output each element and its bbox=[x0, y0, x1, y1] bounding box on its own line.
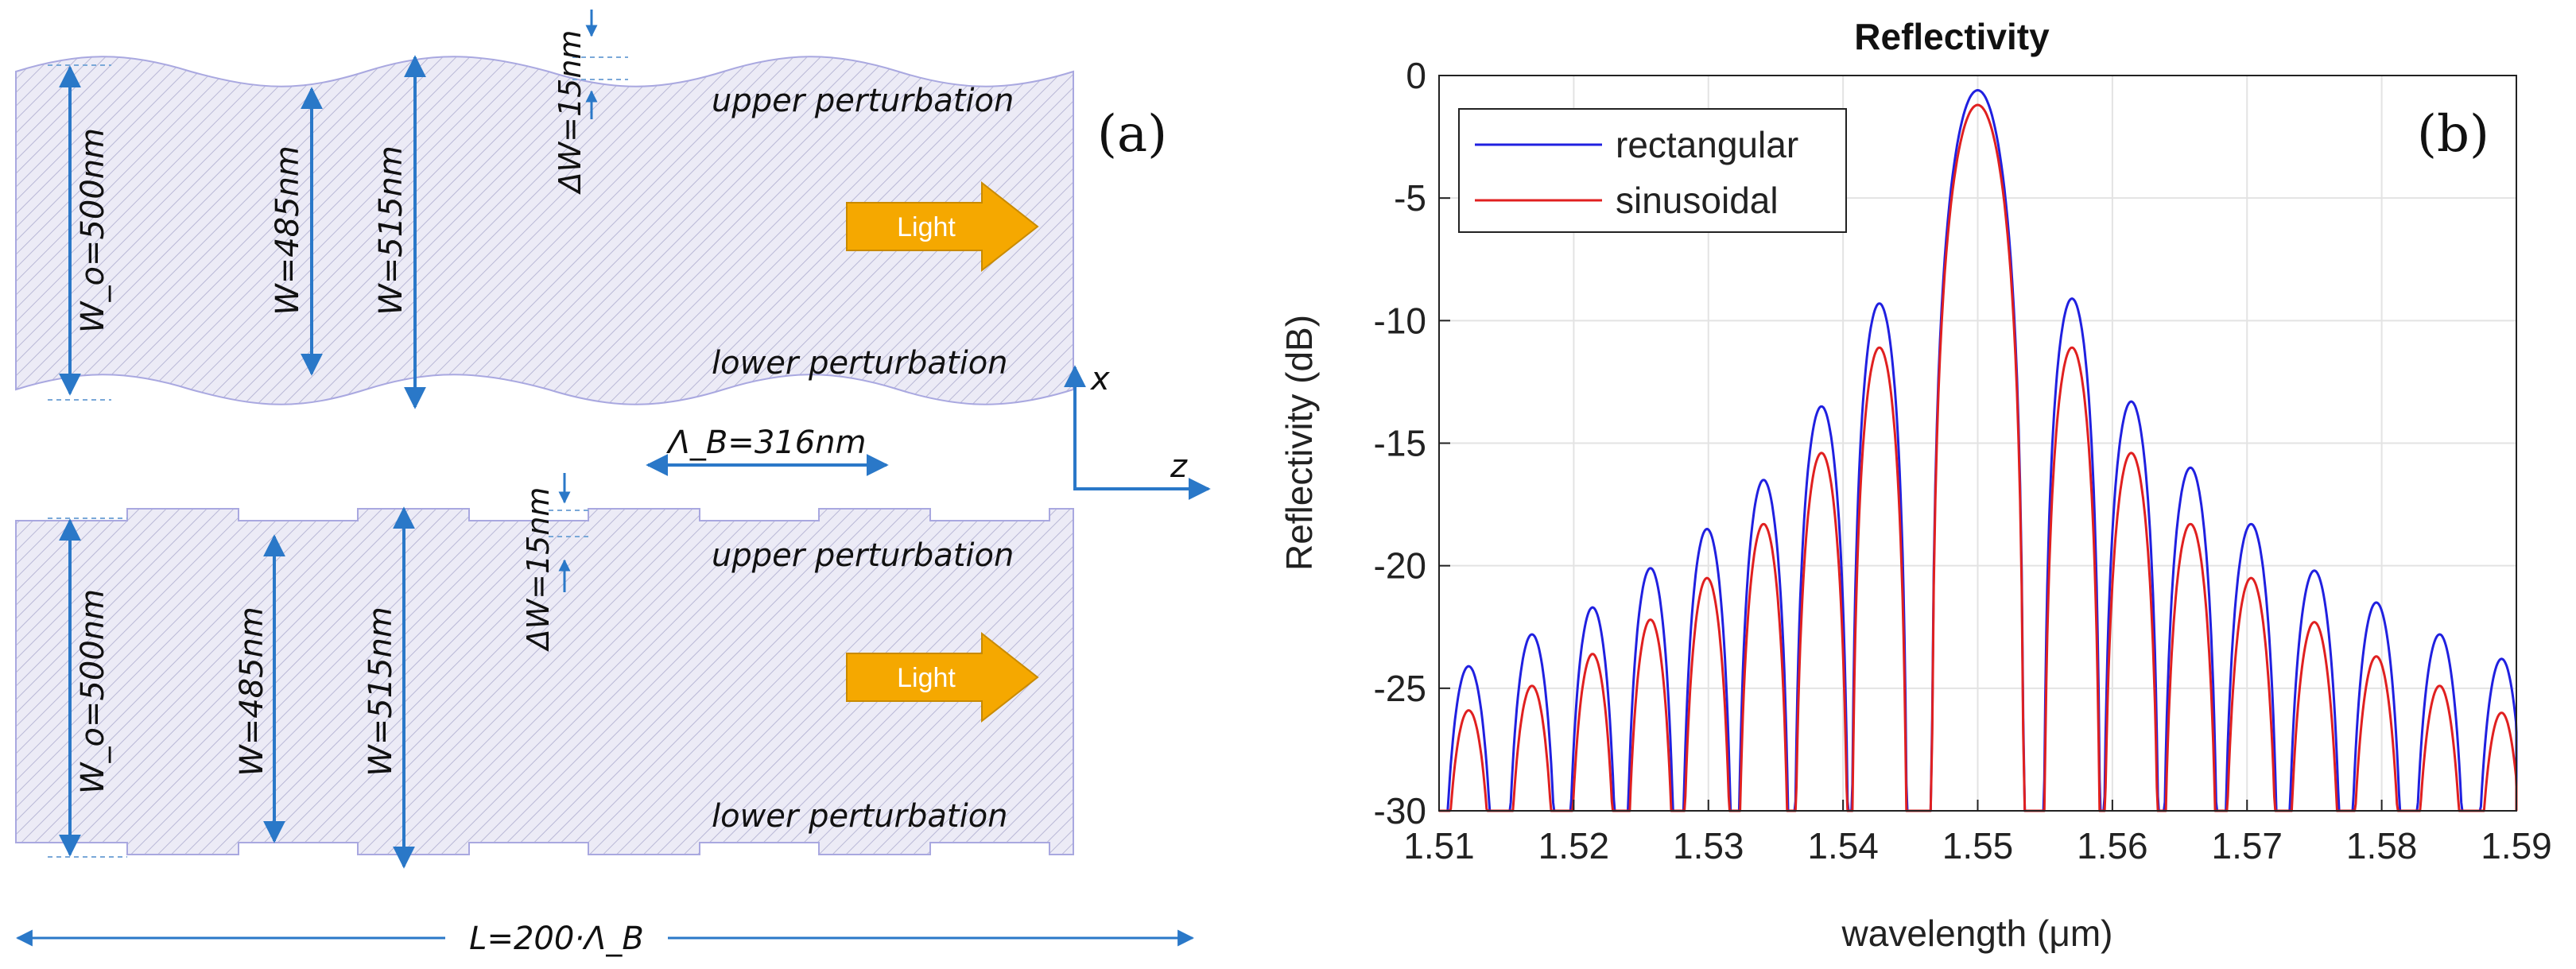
panel-a: W_o=500nm W=485nm W=515nm ΔW=15nm upper … bbox=[15, 10, 1211, 957]
x-ticks: 1.51 1.52 1.53 1.54 1.55 1.56 1.57 1.58 1.59 bbox=[1403, 800, 2552, 866]
axis-z-label: z bbox=[1170, 448, 1188, 485]
w0-label-top: W_o=500nm bbox=[75, 128, 111, 333]
axis-x-label: x bbox=[1089, 361, 1110, 397]
light-arrow-bottom: Light bbox=[846, 631, 1039, 723]
panel-a-label: (a) bbox=[1097, 105, 1167, 164]
y-axis-label: Reflectivity (dB) bbox=[1278, 315, 1320, 571]
y-tick-label: -10 bbox=[1374, 300, 1426, 341]
w515-label-bottom: W=515nm bbox=[363, 607, 399, 777]
y-tick-label: -30 bbox=[1374, 790, 1426, 831]
y-tick-label: -20 bbox=[1374, 545, 1426, 587]
light-label-top: Light bbox=[897, 212, 956, 242]
legend-label-sinusoidal: sinusoidal bbox=[1616, 180, 1779, 221]
x-tick-label: 1.52 bbox=[1538, 825, 1610, 866]
panel-b-label: (b) bbox=[2417, 105, 2489, 164]
upper-perturbation-top: upper perturbation bbox=[712, 83, 1014, 119]
y-tick-label: -25 bbox=[1374, 668, 1426, 709]
legend-label-rectangular: rectangular bbox=[1616, 124, 1798, 165]
y-tick-label: -5 bbox=[1394, 177, 1426, 219]
w485-label-bottom: W=485nm bbox=[234, 607, 270, 777]
w485-label-top: W=485nm bbox=[270, 145, 306, 316]
w0-label-bottom: W_o=500nm bbox=[75, 589, 111, 794]
x-tick-label: 1.54 bbox=[1807, 825, 1879, 866]
x-tick-label: 1.53 bbox=[1673, 825, 1744, 866]
x-tick-label: 1.55 bbox=[1942, 825, 2014, 866]
w515-label-top: W=515nm bbox=[373, 145, 409, 316]
period-label: Λ_B=316nm bbox=[666, 424, 867, 461]
lower-perturbation-bottom: lower perturbation bbox=[712, 798, 1008, 835]
grid bbox=[1439, 76, 2516, 811]
x-tick-label: 1.51 bbox=[1403, 825, 1475, 866]
legend: rectangular sinusoidal bbox=[1458, 108, 1847, 233]
dw-label-top: ΔW=15nm bbox=[553, 30, 588, 196]
y-ticks: 0 -5 -10 -15 -20 -25 -30 bbox=[1374, 55, 1450, 831]
upper-perturbation-bottom: upper perturbation bbox=[712, 537, 1014, 574]
chart-title: Reflectivity bbox=[1854, 16, 2050, 57]
legend-box bbox=[1458, 108, 1847, 233]
light-label-bottom: Light bbox=[897, 663, 956, 693]
y-tick-label: -15 bbox=[1374, 423, 1426, 464]
axes-indicator: x z bbox=[1064, 361, 1211, 500]
x-tick-label: 1.59 bbox=[2481, 825, 2552, 866]
dw-label-bottom: ΔW=15nm bbox=[521, 487, 556, 653]
light-arrow-top: Light bbox=[846, 180, 1039, 273]
y-tick-label: 0 bbox=[1406, 55, 1426, 96]
x-axis-label: wavelength (μm) bbox=[1841, 913, 2113, 954]
x-tick-label: 1.58 bbox=[2346, 825, 2418, 866]
reflectivity-chart: Reflectivity 0 -5 -10 -15 -20 -25 -30 1.51 1.52… bbox=[1278, 16, 2552, 954]
length-label: L=200·Λ_B bbox=[469, 921, 644, 957]
x-tick-label: 1.57 bbox=[2211, 825, 2283, 866]
lower-perturbation-top: lower perturbation bbox=[712, 345, 1008, 382]
x-tick-label: 1.56 bbox=[2077, 825, 2148, 866]
